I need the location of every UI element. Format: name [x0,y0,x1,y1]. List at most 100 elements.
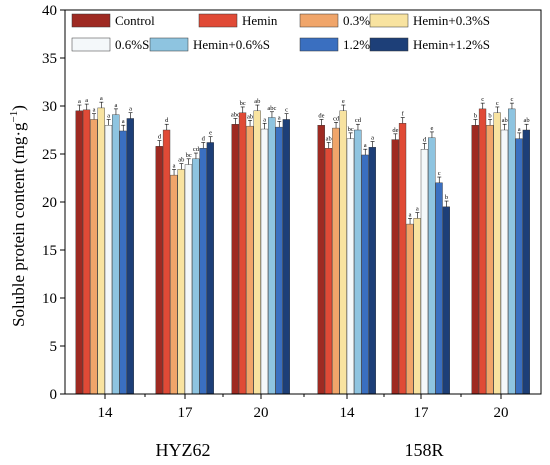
significance-letter: a [85,97,88,104]
legend-swatch [149,37,189,52]
legend-label: Hemin [242,13,278,28]
bar [471,124,479,395]
group-label: HYZ62 [156,440,211,460]
significance-letter: b [488,112,491,119]
significance-letter: a [409,211,412,218]
y-tick-label: 30 [42,99,57,115]
legend-swatch [369,37,409,52]
bar [112,114,120,395]
y-tick-label: 15 [42,243,57,259]
legend-label: Control [115,13,155,28]
legend-label: 1.2%S [343,37,377,52]
legend-label: Hemin+1.2%S [413,37,490,52]
bar [398,123,407,395]
significance-letter: c [496,100,499,107]
significance-letter: ab [502,117,508,124]
bar [126,118,135,395]
bar [391,139,399,395]
bar [413,218,421,395]
significance-letter: ab [523,117,529,124]
bar [268,117,276,395]
plot-frame [64,9,542,395]
significance-letter: bc [240,100,246,107]
significance-letter: abc [267,105,276,112]
bar [162,129,171,395]
y-axis-label: Soluble protein content (mg·g−1) [8,105,28,327]
significance-letter: cd [193,146,200,153]
bar [253,110,261,395]
y-tick-label: 25 [42,147,57,163]
significance-letter: c [285,107,288,114]
bar [104,124,113,395]
legend-label: 0.6%S [115,37,149,52]
axes: 0 5 10 15 20 25 30 35 40 14 17 20 HYZ62 14 17 20 158R [42,3,542,460]
x-tick-label: 20 [494,405,509,421]
bar [282,119,290,395]
bar [361,154,369,395]
significance-letter: a [263,116,266,123]
bar [246,125,254,395]
significance-letter: a [364,142,367,149]
bar [428,137,436,395]
group-label: 158R [404,440,443,460]
bar [324,148,333,395]
legend-swatch [299,37,339,52]
significance-letter: f [402,111,405,118]
significance-letter: de [318,112,324,119]
bar [354,129,362,395]
legend-label: Hemin+0.3%S [413,13,490,28]
y-tick-label: 20 [42,195,57,211]
bar [177,169,185,395]
significance-letter: e [431,125,434,132]
significance-letter: a [278,114,281,121]
significance-letter: a [122,118,125,125]
bar [406,223,414,395]
bar [82,109,91,395]
bar [493,112,501,395]
significance-letter: ab [247,113,253,120]
bar [339,110,347,395]
significance-letter: ab [254,98,260,105]
bar [522,129,531,395]
legend-label: 0.3%S [343,13,377,28]
significance-letter: c [438,170,441,177]
bar [260,128,269,395]
legend-swatch [198,13,238,28]
x-tick-label: 17 [414,405,430,421]
bar [500,129,509,395]
bar [435,182,443,395]
bar [478,108,487,395]
legend-swatch [71,37,111,52]
bar [75,110,83,395]
x-tick-label: 17 [178,405,194,421]
significance-letter: d [423,136,427,143]
bar [508,108,516,395]
significance-letter: de [392,127,398,134]
y-tick-label: 5 [50,339,58,355]
significance-letter: cd [333,115,340,122]
bar [275,126,283,395]
significance-letter: a [371,135,374,142]
significance-letter: abc [231,111,240,118]
bar [97,107,105,395]
significance-letter: cd [355,117,362,124]
bar [368,147,376,395]
y-tick-label: 0 [50,387,58,403]
y-tick-label: 10 [42,291,57,307]
bar [192,158,200,395]
bar [238,112,247,395]
significance-letter: b [445,194,448,201]
significance-letter: ab [326,135,332,142]
x-tick-label: 14 [98,405,114,421]
bar [515,138,523,395]
legend-swatch [369,13,409,28]
significance-letter: a [93,107,96,114]
significance-letter: c [511,96,514,103]
bar [442,206,450,395]
bar [90,119,98,395]
y-tick-label: 40 [42,3,57,19]
legend-swatch [71,13,111,28]
significance-letter: bc [186,152,192,159]
bar-series: a aaaaaaaddaabbccddeabcbcababaabcacdeabcd… [75,95,531,395]
